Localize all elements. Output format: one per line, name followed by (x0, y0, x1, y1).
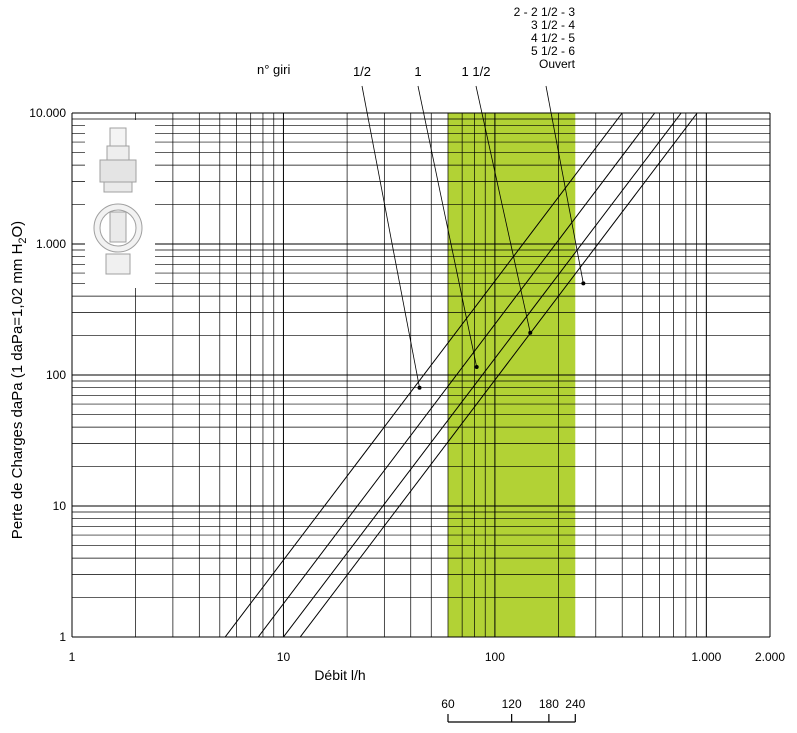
curve-label: 1 (414, 64, 421, 79)
scale-tick-label: 240 (565, 697, 585, 711)
open-setting-label: 4 1/2 - 5 (531, 31, 575, 45)
y-tick-label: 1 (59, 630, 66, 644)
pointer-line (545, 85, 584, 284)
curve-4 (299, 112, 698, 638)
pointer-dot (528, 330, 533, 335)
scale-tick-label: 60 (441, 697, 455, 711)
valve-product-icon (85, 120, 155, 288)
open-setting-label: Ouvert (539, 57, 576, 71)
x-tick-label: 10 (277, 650, 291, 664)
pointer-dot (581, 281, 586, 286)
open-setting-label: 3 1/2 - 4 (531, 18, 575, 32)
x-tick-label: 100 (485, 650, 505, 664)
curve-1 (224, 112, 623, 638)
x-tick-label: 2.000 (755, 650, 785, 664)
pointer-dot (417, 385, 422, 390)
x-tick-labels: 1 10 100 1.000 2.000 (69, 650, 786, 664)
y-tick-labels: 1 10 100 1.000 10.000 (29, 106, 66, 644)
scale-tick-label: 180 (539, 697, 559, 711)
horizontal-gridlines (72, 112, 770, 638)
curve-2 (257, 112, 656, 638)
y-axis-label: Perte de Charges daPa (1 daPa=1,02 mm H2… (9, 221, 29, 539)
y-axis-label-suffix: O) (9, 221, 26, 238)
y-tick-label: 10 (53, 499, 67, 513)
pointer-dot (474, 365, 479, 370)
loss-curves (224, 112, 698, 638)
y-tick-label: 100 (46, 368, 66, 382)
x-tick-label: 1.000 (691, 650, 721, 664)
x-tick-label: 1 (69, 650, 76, 664)
y-axis-label-main: Perte de Charges daPa (1 daPa=1,02 mm H (9, 244, 26, 540)
curve-labels: 1/2 1 1 1/2 (353, 64, 491, 79)
curve-3 (283, 112, 682, 638)
flow-range-scale: 60 120 180 240 (441, 697, 586, 723)
open-setting-label: 2 - 2 1/2 - 3 (514, 5, 576, 19)
y-axis-label-subscript: 2 (17, 237, 29, 243)
open-setting-label: 5 1/2 - 6 (531, 44, 575, 58)
open-settings-labels: 2 - 2 1/2 - 33 1/2 - 44 1/2 - 55 1/2 - 6… (514, 5, 576, 71)
x-axis-label: Débit l/h (314, 667, 365, 683)
pointer-line (475, 85, 531, 333)
pointer-line (361, 85, 420, 388)
y-tick-label: 1.000 (36, 237, 66, 251)
scale-tick-label: 120 (502, 697, 522, 711)
curve-label: 1/2 (353, 64, 371, 79)
curve-label: 1 1/2 (462, 64, 491, 79)
y-tick-label: 10.000 (29, 106, 66, 120)
curve-pointers (361, 85, 586, 390)
turns-label: n° giri (257, 62, 290, 77)
pointer-line (417, 85, 478, 368)
